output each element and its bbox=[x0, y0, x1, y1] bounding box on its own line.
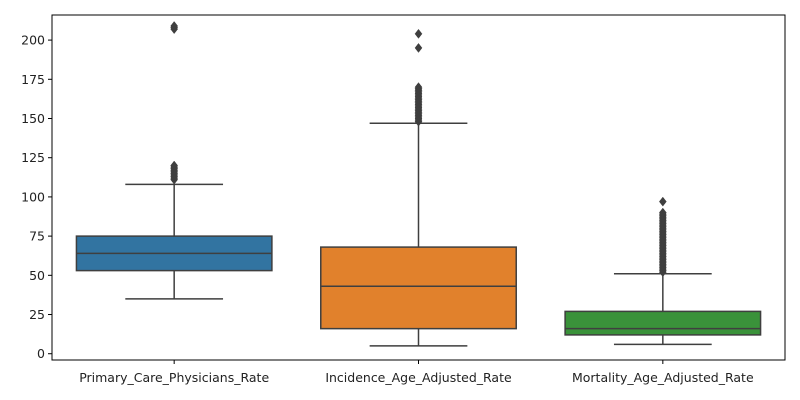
y-tick-label: 125 bbox=[21, 150, 45, 165]
box-group bbox=[564, 196, 762, 346]
outlier-point bbox=[414, 43, 423, 53]
y-tick-label: 100 bbox=[21, 189, 45, 204]
outlier-point bbox=[414, 28, 423, 39]
plot-frame bbox=[51, 14, 786, 361]
x-tick-label: Mortality_Age_Adjusted_Rate bbox=[572, 370, 754, 385]
y-tick-label: 25 bbox=[29, 307, 45, 322]
box-group bbox=[320, 28, 517, 347]
y-tick-label: 50 bbox=[29, 268, 45, 283]
x-tick-label: Incidence_Age_Adjusted_Rate bbox=[325, 370, 512, 385]
y-axis: 0 25 50 75 100 125 150 175 200 bbox=[21, 33, 52, 361]
outlier-point bbox=[414, 82, 423, 93]
y-tick-label: 175 bbox=[21, 72, 45, 87]
outlier-point bbox=[170, 160, 178, 171]
outlier-point bbox=[659, 196, 667, 207]
box-group bbox=[75, 21, 273, 300]
y-tick-label: 200 bbox=[21, 33, 45, 48]
y-tick-label: 150 bbox=[21, 111, 45, 126]
boxes-layer bbox=[75, 21, 762, 347]
outlier-point bbox=[170, 21, 178, 31]
iqr-box bbox=[320, 246, 517, 330]
x-axis: Primary_Care_Physicians_Rate Incidence_Ag… bbox=[79, 360, 754, 385]
x-tick-label: Primary_Care_Physicians_Rate bbox=[79, 370, 269, 385]
outlier-point bbox=[659, 207, 667, 218]
iqr-box bbox=[564, 310, 762, 336]
y-tick-label: 75 bbox=[29, 229, 45, 244]
y-tick-label: 0 bbox=[37, 346, 45, 361]
